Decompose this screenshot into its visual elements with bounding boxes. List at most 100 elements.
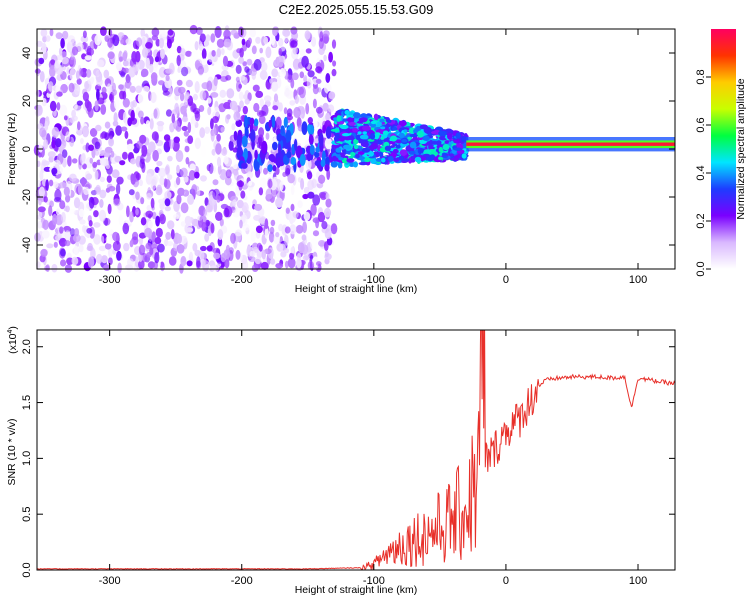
heat-cell xyxy=(124,80,132,89)
heat-cell xyxy=(246,143,252,154)
heat-cell xyxy=(316,261,322,267)
heat-cell xyxy=(390,140,396,145)
heat-cell xyxy=(104,146,113,154)
heat-cell xyxy=(61,57,69,65)
x-tick-label: -300 xyxy=(99,575,121,587)
heat-cell xyxy=(95,148,99,156)
heat-cell xyxy=(259,70,268,80)
heat-cell xyxy=(370,132,376,140)
heat-cell xyxy=(235,249,241,260)
heat-cell xyxy=(336,115,342,122)
heat-cell xyxy=(45,264,50,272)
heat-cell xyxy=(409,133,418,138)
heat-cell xyxy=(59,200,66,210)
heat-cell xyxy=(355,134,361,141)
heat-cell xyxy=(122,151,128,160)
heat-cell xyxy=(422,135,430,141)
heat-cell xyxy=(223,29,231,39)
heat-cell xyxy=(223,156,229,165)
heat-cell xyxy=(306,78,312,89)
heat-cell xyxy=(78,208,85,218)
heat-cell xyxy=(199,90,207,101)
heat-cell xyxy=(55,138,62,148)
heat-cell xyxy=(48,179,54,187)
heat-cell xyxy=(85,173,93,180)
heat-cell xyxy=(165,68,173,74)
heat-cell xyxy=(275,263,284,269)
heat-cell xyxy=(99,176,105,183)
heat-cell xyxy=(305,48,312,54)
heat-cell xyxy=(64,230,71,241)
heat-cell xyxy=(49,100,57,112)
heat-cell xyxy=(272,26,278,37)
heat-cell xyxy=(236,180,245,188)
heat-cell xyxy=(388,155,394,162)
heat-cell xyxy=(293,106,301,119)
heat-cell xyxy=(194,41,199,51)
heat-cell xyxy=(265,132,270,140)
heat-cell xyxy=(247,37,252,45)
heat-cell xyxy=(118,56,124,62)
heat-cell xyxy=(242,223,250,231)
heat-cell xyxy=(205,204,213,213)
heat-cell xyxy=(255,225,263,234)
heat-cell xyxy=(200,245,207,252)
heat-cell xyxy=(42,35,47,43)
heat-cell xyxy=(332,60,337,67)
heat-cell xyxy=(258,115,266,124)
x-tick-label: 100 xyxy=(629,274,647,286)
heat-cell xyxy=(249,250,256,257)
colorbar-ticks: 0.0 0.2 0.4 0.6 0.8 xyxy=(695,69,711,277)
heat-cell xyxy=(155,215,161,227)
heat-cell xyxy=(323,35,329,44)
heat-cell xyxy=(205,219,210,227)
heat-cell xyxy=(311,36,317,48)
heat-cell xyxy=(183,130,189,137)
heat-cell xyxy=(300,178,305,190)
heat-cell xyxy=(398,120,407,127)
heat-cell xyxy=(304,250,310,261)
heat-cell xyxy=(139,134,147,144)
heat-cell xyxy=(341,118,349,122)
heat-cell xyxy=(164,179,171,190)
heat-cell xyxy=(175,176,181,186)
heat-cell xyxy=(51,263,58,273)
y-tick-label: 40 xyxy=(21,47,33,59)
heat-cell xyxy=(268,154,276,162)
heat-cell xyxy=(53,241,58,248)
heat-cell xyxy=(312,98,317,109)
heat-cell xyxy=(212,116,219,124)
x-tick-label: -200 xyxy=(231,575,253,587)
heat-cell xyxy=(187,194,195,205)
heat-cell xyxy=(105,164,111,170)
heat-cell xyxy=(179,92,185,102)
heat-cell xyxy=(271,116,276,128)
heat-cell xyxy=(222,55,229,67)
heat-cell xyxy=(76,78,82,85)
heat-cell xyxy=(268,179,273,189)
heat-cell xyxy=(303,186,310,194)
heat-cell xyxy=(348,155,354,159)
heat-cell xyxy=(263,167,268,175)
heat-cell xyxy=(73,103,78,110)
heat-cell xyxy=(259,47,264,54)
heat-cell xyxy=(312,194,321,206)
heat-cell xyxy=(287,141,291,154)
heat-cell xyxy=(206,80,213,92)
x-tick-label: -100 xyxy=(363,575,385,587)
heat-cell xyxy=(188,251,194,262)
heat-cell xyxy=(251,45,257,55)
heat-cell xyxy=(240,190,246,199)
heat-cell xyxy=(141,144,148,157)
heat-cell xyxy=(122,67,130,74)
heat-cell xyxy=(107,203,112,215)
heat-cell xyxy=(45,179,49,192)
heat-cell xyxy=(276,133,283,142)
heat-cell xyxy=(322,102,330,112)
heat-cell xyxy=(40,28,48,38)
heat-cell xyxy=(253,59,262,71)
heat-cell xyxy=(151,131,159,141)
heat-cell xyxy=(279,181,284,191)
heat-cell xyxy=(282,171,287,178)
heat-cell xyxy=(217,229,224,241)
